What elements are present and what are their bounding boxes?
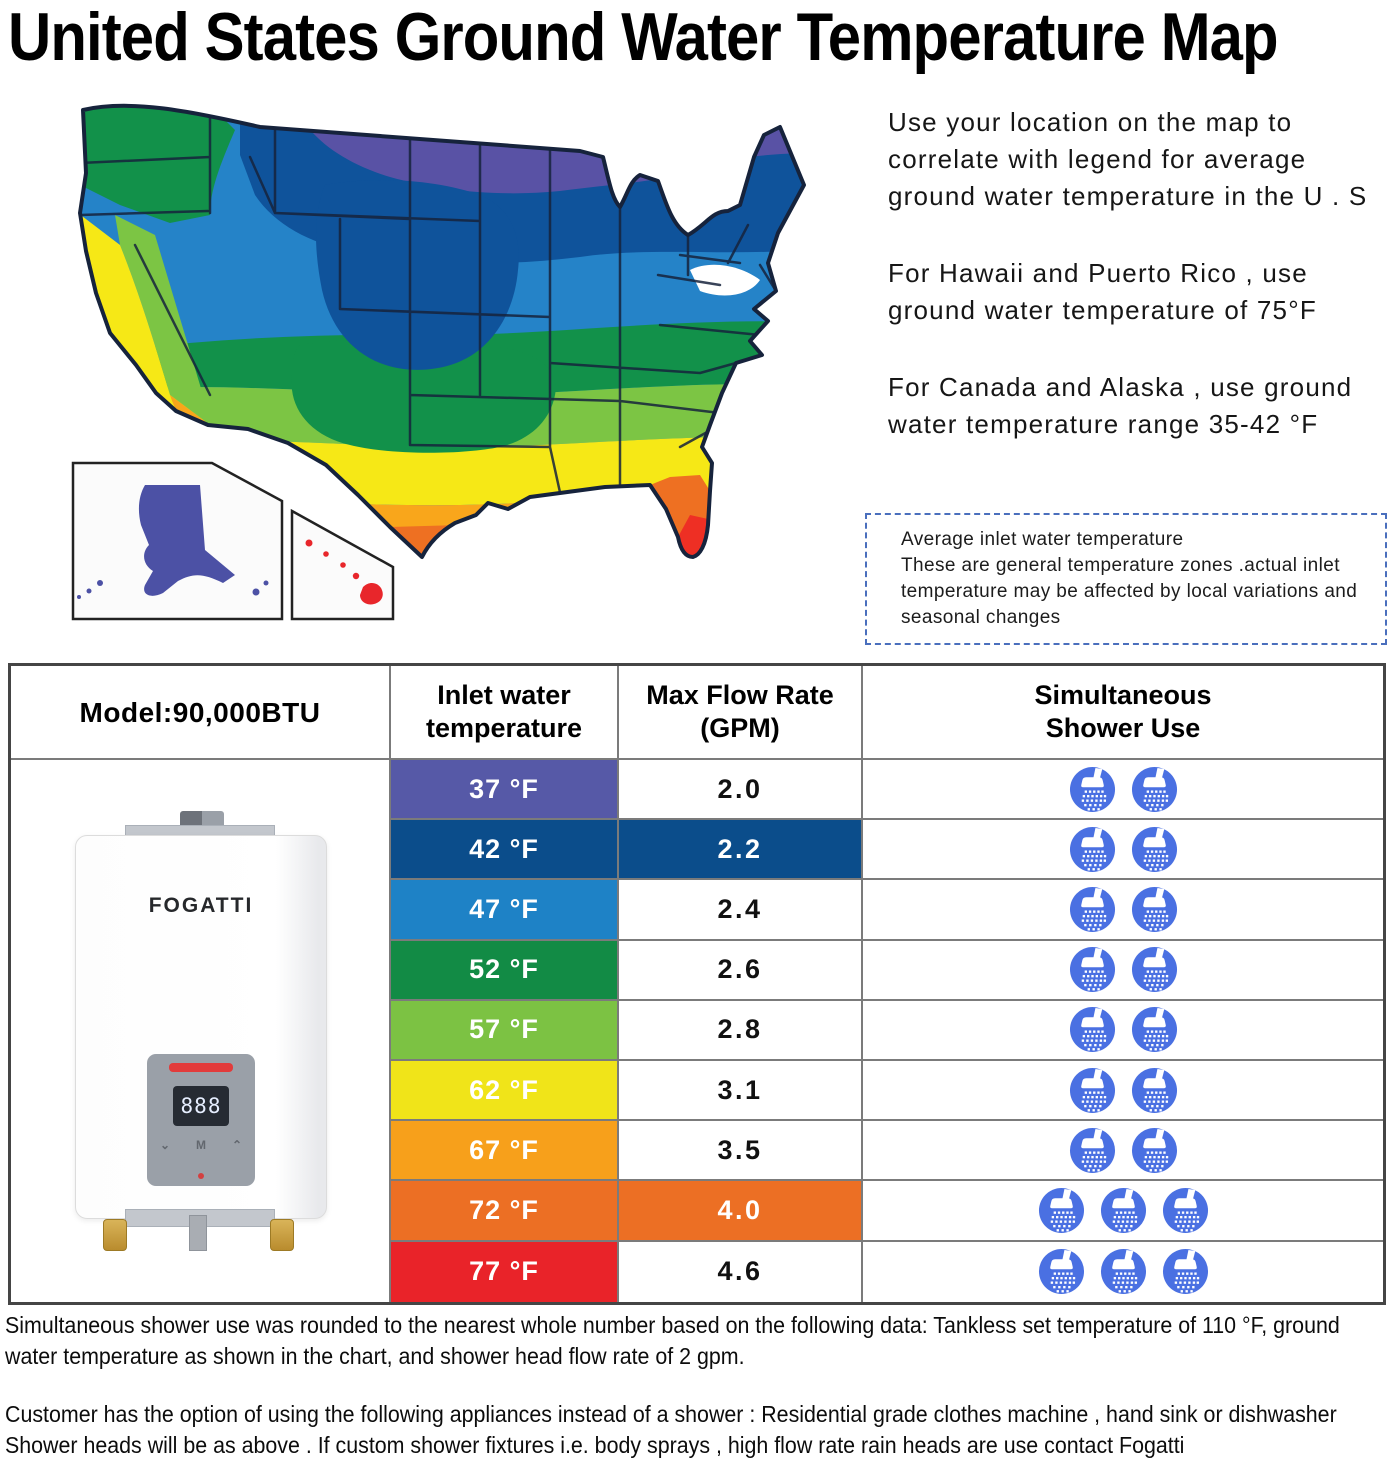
brass-valve-right <box>270 1218 294 1251</box>
shower-icon <box>1131 826 1178 873</box>
shower-icon <box>1069 886 1116 933</box>
footnote: Shower heads will be as above . If custo… <box>5 1432 1185 1458</box>
panel-buttons: ⌄ M ⌃ <box>147 1138 255 1152</box>
shower-icon <box>1069 766 1116 813</box>
callout-title: Average inlet water temperature <box>901 529 1184 550</box>
model-header-cell: Model:90,000BTU <box>11 666 391 760</box>
shower-count-cell <box>863 1121 1383 1182</box>
shower-icon <box>1100 1248 1147 1295</box>
shower-icon <box>1100 1187 1147 1234</box>
flow-rate-cell: 4.6 <box>619 1241 863 1302</box>
water-pipe <box>189 1214 207 1251</box>
footnote: Simultaneous shower use was rounded to t… <box>5 1312 1340 1369</box>
alaska-inset <box>71 461 284 621</box>
up-button: ⌃ <box>231 1137 242 1152</box>
us-outline <box>78 103 806 559</box>
shower-icon <box>1131 1006 1178 1053</box>
instruction-paragraph: Use your location on the map to correlat… <box>888 107 1368 211</box>
max-flow-header-cell: Max Flow Rate (GPM) <box>619 666 863 760</box>
shower-icon <box>1131 1127 1178 1174</box>
heater-body: FOGATTI 888 ⌄ M ⌃ <box>75 834 327 1219</box>
shower-icon <box>1131 1067 1178 1114</box>
control-panel: 888 ⌄ M ⌃ <box>147 1053 255 1186</box>
down-button: ⌄ <box>159 1137 171 1152</box>
shower-icon <box>1069 826 1116 873</box>
flow-rate-cell: 2.0 <box>619 760 863 821</box>
page-title: United States Ground Water Temperature M… <box>8 0 1279 75</box>
shower-icon <box>1069 1127 1116 1174</box>
shower-count-cell <box>863 760 1383 821</box>
footnotes: Simultaneous shower use was rounded to t… <box>5 1310 1390 1461</box>
shower-icon <box>1162 1248 1209 1295</box>
average-inlet-temperature-callout: Average inlet water temperature These ar… <box>865 513 1387 645</box>
inlet-temp-header-cell: Inlet water temperature <box>391 666 619 760</box>
shower-icon <box>1038 1248 1085 1295</box>
mode-button: M <box>195 1137 206 1152</box>
flow-rate-cell: 4.0 <box>619 1181 863 1242</box>
flow-rate-cell: 3.5 <box>619 1121 863 1182</box>
shower-count-cell <box>863 880 1383 941</box>
instruction-paragraph: For Canada and Alaska , use ground water… <box>888 372 1353 439</box>
zone-57f-california <box>115 215 210 425</box>
zone-62f-california-coast <box>80 213 210 425</box>
flow-rate-cell: 2.8 <box>619 1000 863 1061</box>
led-display: 888 <box>173 1085 229 1126</box>
inlet-temp-cell: 67 °F <box>391 1121 619 1182</box>
shower-icon <box>1069 1006 1116 1053</box>
alaska-silhouette <box>115 485 235 596</box>
inlet-temp-cell: 57 °F <box>391 1000 619 1061</box>
flow-rate-cell: 2.6 <box>619 940 863 1001</box>
inlet-temp-cell: 42 °F <box>391 820 619 881</box>
shower-icon <box>1162 1187 1209 1234</box>
panel-label-strip <box>169 1062 233 1072</box>
inlet-temp-cell: 62 °F <box>391 1060 619 1122</box>
shower-icon <box>1131 886 1178 933</box>
zone-77f-florida-tip <box>678 515 708 557</box>
shower-count-cell <box>863 820 1383 881</box>
shower-count-cell <box>863 1061 1383 1122</box>
power-indicator <box>198 1172 204 1179</box>
flow-rate-cell: 2.4 <box>619 880 863 941</box>
us-map-graphic <box>71 103 806 621</box>
hawaii-inset <box>290 508 395 621</box>
shower-count-cell <box>863 1242 1383 1302</box>
inlet-temp-cell: 47 °F <box>391 880 619 941</box>
shower-icon <box>1069 1067 1116 1114</box>
zone-42f-rockies-bulge <box>316 180 519 370</box>
shower-icon <box>1131 766 1178 813</box>
state-borders <box>80 105 778 517</box>
shower-count-cell <box>863 1181 1383 1242</box>
shower-count-cell <box>863 941 1383 1001</box>
inlet-temp-cell: 72 °F <box>391 1181 619 1242</box>
shower-icon <box>1038 1187 1085 1234</box>
zone-72f-south-texas <box>390 525 460 558</box>
great-lakes-water <box>690 264 760 296</box>
flow-rate-cell: 2.2 <box>619 820 863 881</box>
instruction-paragraph: For Hawaii and Puerto Rico , use ground … <box>888 258 1317 325</box>
shower-count-cell <box>863 1001 1383 1061</box>
water-heater-image: FOGATTI 888 ⌄ M ⌃ <box>65 810 335 1251</box>
fogatti-logo: FOGATTI <box>148 893 254 917</box>
inlet-temp-cell: 77 °F <box>391 1241 619 1302</box>
us-ground-water-temperature-map <box>60 95 850 625</box>
hawaii-islands <box>305 539 383 605</box>
callout-body: These are general temperature zones .act… <box>901 555 1358 628</box>
product-image-cell: FOGATTI 888 ⌄ M ⌃ <box>11 760 391 1302</box>
inlet-temp-cell: 52 °F <box>391 940 619 1001</box>
inlet-temp-cell: 37 °F <box>391 760 619 821</box>
flow-rate-spec-table: Model:90,000BTU Inlet water temperature … <box>8 663 1386 1305</box>
map-instructions: Use your location on the map to correlat… <box>888 104 1390 483</box>
flow-rate-cell: 3.1 <box>619 1060 863 1122</box>
footnote: Customer has the option of using the fol… <box>5 1401 1337 1427</box>
shower-icon <box>1069 946 1116 993</box>
brass-valve-left <box>103 1218 127 1251</box>
shower-use-header-cell: Simultaneous Shower Use <box>863 666 1383 760</box>
shower-icon <box>1131 946 1178 993</box>
